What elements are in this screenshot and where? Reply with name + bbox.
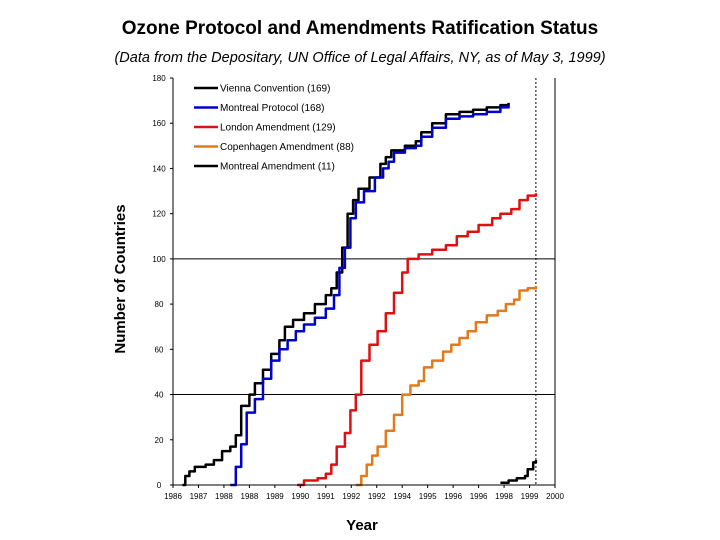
x-tick-label: 1986: [164, 492, 182, 501]
y-axis-title: Number of Countries: [112, 204, 129, 353]
x-tick-label: 2000: [546, 492, 564, 501]
x-tick-label: 1988: [215, 492, 233, 501]
series-line-3: [355, 286, 538, 487]
y-tick-label: 20: [155, 436, 164, 445]
y-tick-label: 40: [155, 391, 164, 400]
legend-label-1: Montreal Protocol (168): [220, 103, 325, 114]
y-tick-label: 180: [152, 74, 166, 83]
x-tick-label: 1995: [419, 492, 437, 501]
x-tick-label: 1992: [342, 492, 360, 501]
x-tick-label: 1998: [495, 492, 513, 501]
x-tick-label: 1991: [317, 492, 335, 501]
x-tick-label: 1996: [470, 492, 488, 501]
x-tick-label: 1999: [521, 492, 539, 501]
chart-subtitle: (Data from the Depositary, UN Office of …: [114, 50, 606, 66]
y-tick-label: 80: [155, 300, 164, 309]
series-line-4: [500, 460, 538, 484]
legend-label-2: London Amendment (129): [220, 123, 336, 134]
chart-title: Ozone Protocol and Amendments Ratificati…: [121, 18, 599, 39]
legend-label-4: Montreal Amendment (11): [220, 162, 335, 173]
legend-label-3: Copenhagen Amendment (88): [220, 142, 354, 153]
x-tick-label: 1989: [266, 492, 284, 501]
x-tick-label: 1994: [393, 492, 411, 501]
series-line-1: [230, 105, 510, 487]
series-line-2: [297, 193, 538, 487]
x-tick-label: 1992: [368, 492, 386, 501]
x-tick-label: 1990: [291, 492, 309, 501]
y-tick-label: 100: [152, 255, 166, 264]
y-tick-label: 120: [152, 210, 166, 219]
x-axis-title: Year: [346, 517, 378, 534]
x-tick-label: 1988: [241, 492, 259, 501]
legend-label-0: Vienna Convention (169): [220, 84, 330, 95]
y-tick-label: 60: [155, 345, 164, 354]
x-tick-label: 1987: [190, 492, 208, 501]
y-tick-label: 0: [157, 481, 162, 490]
series-line-0: [182, 102, 510, 487]
y-tick-label: 160: [152, 119, 166, 128]
x-tick-label: 1996: [444, 492, 462, 501]
y-tick-label: 140: [152, 164, 166, 173]
